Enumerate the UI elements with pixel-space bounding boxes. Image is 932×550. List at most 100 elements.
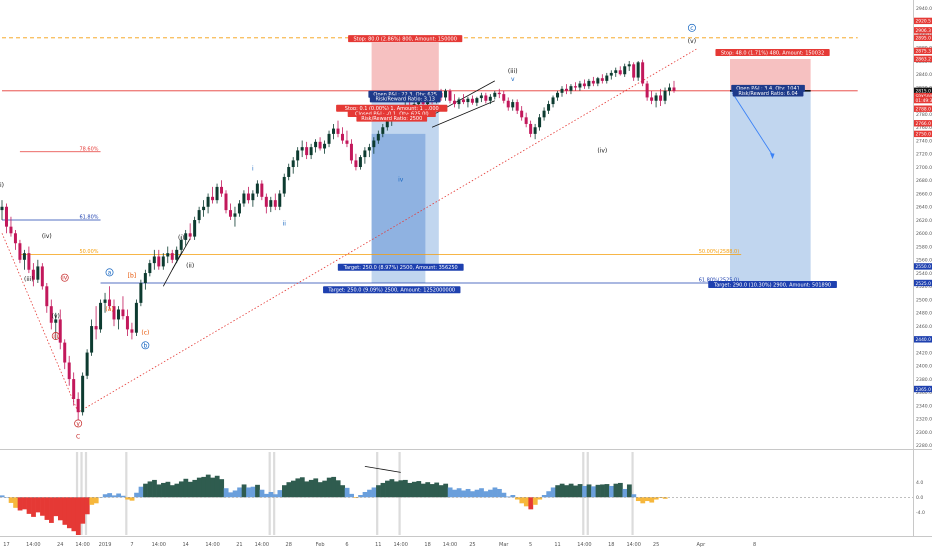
candle <box>45 282 49 313</box>
x-tick-label: 14:00 <box>394 542 408 548</box>
candle-body <box>605 75 609 81</box>
y-tick-label: 2580.0 <box>916 244 932 250</box>
candle <box>81 372 85 416</box>
candle <box>90 319 94 356</box>
x-tick-label: 14:00 <box>443 542 457 548</box>
candle <box>578 80 582 91</box>
candle <box>233 206 237 227</box>
candle <box>206 193 210 214</box>
wave-label: (a) <box>105 306 113 313</box>
x-tick-label: 14:00 <box>26 542 40 548</box>
price-tag: 2550.0 <box>914 263 932 270</box>
osc-bar <box>147 481 153 498</box>
candle-body <box>538 117 542 128</box>
wave-label: iii <box>53 333 58 340</box>
candle-body <box>179 239 183 250</box>
candle-body <box>197 210 201 221</box>
candle-body <box>157 256 161 267</box>
price-tag-box <box>914 120 932 127</box>
candle <box>623 63 627 77</box>
candle <box>354 153 358 171</box>
osc-bar <box>555 485 561 498</box>
price-tag: 2365.0 <box>914 385 932 393</box>
osc-bar <box>201 476 207 498</box>
candle-body <box>618 70 622 75</box>
osc-bar <box>58 497 63 521</box>
osc-bar <box>447 487 453 498</box>
candle-body <box>18 243 22 260</box>
osc-bar <box>196 477 202 498</box>
candle <box>502 90 506 104</box>
candle-body <box>202 206 206 211</box>
candle <box>251 190 255 207</box>
candle-body <box>90 326 94 353</box>
x-tick-label: 14:00 <box>577 542 591 548</box>
y-tick-label: 2720.0 <box>916 152 932 158</box>
candle-body <box>506 100 510 108</box>
candle <box>596 76 600 87</box>
candle-body <box>224 193 228 211</box>
wave-label-circle <box>105 268 114 277</box>
candle-body <box>663 90 667 101</box>
candle-body <box>291 160 295 168</box>
candle-body <box>184 233 188 240</box>
candle-body <box>578 83 582 88</box>
osc-bar <box>44 497 50 520</box>
osc-tick-label: -4.0 <box>916 510 925 516</box>
candle-body <box>372 140 376 148</box>
candle <box>13 229 17 250</box>
price-tag-label: 2895.0 <box>916 36 932 42</box>
osc-tick-label: 0.0 <box>916 495 923 501</box>
osc-highlight <box>84 452 88 535</box>
candle-body <box>54 319 58 323</box>
candle-body <box>627 64 631 67</box>
y-tick-label: 2400.0 <box>916 364 932 370</box>
position-label-text: Risk/Reward Ratio: 6.04 <box>738 91 798 97</box>
wave-label: (iii) <box>508 68 518 75</box>
position-label-text: Risk/Reward Ratio: 3.13 <box>375 97 435 103</box>
candle-body <box>596 78 600 84</box>
price-tag: 2750.0 <box>914 130 932 138</box>
x-tick-label: 14:00 <box>205 542 219 548</box>
wave-label-circle <box>74 419 83 428</box>
osc-bar <box>662 497 668 499</box>
y-tick-label: 2640.0 <box>916 205 932 211</box>
y-tick-label: 2760.0 <box>916 125 932 131</box>
position-label-target: Target: 250.0 (8.97%) 2500, Amount: 3562… <box>337 263 464 271</box>
candle <box>340 127 344 144</box>
candle <box>72 372 76 406</box>
position-label-stop: Stop: 48.0 (1.71%) 480, Amount: 150032 <box>715 49 830 56</box>
candle-body <box>273 200 277 207</box>
x-tick-label: 14:00 <box>255 542 269 548</box>
osc-bar <box>286 482 292 498</box>
candle-body <box>246 193 250 201</box>
candle-body <box>287 167 291 177</box>
candle-body <box>358 157 362 168</box>
candle-body <box>520 110 524 118</box>
osc-bar <box>559 483 565 498</box>
x-tick-label: 24 <box>57 542 63 548</box>
candle <box>58 309 62 350</box>
candle-body <box>242 193 246 204</box>
candle <box>220 180 224 197</box>
price-tag: 2525.0 <box>914 279 932 287</box>
osc-bar <box>658 497 664 499</box>
position-label-text: Target: 250.0 (8.97%) 2500, Amount: 3562… <box>343 265 458 271</box>
candle-body <box>363 150 367 158</box>
candle <box>85 349 89 380</box>
candle-body <box>488 96 492 101</box>
candle <box>36 259 40 283</box>
candle <box>309 143 313 160</box>
candle <box>63 339 67 370</box>
candle <box>282 173 286 197</box>
position-label-text: Stop: 0.1 (0.00%) 1, Amount: 1 ...000 <box>345 106 439 112</box>
y-tick-label: 2300.0 <box>916 430 932 436</box>
osc-bar <box>340 485 346 498</box>
osc-bar <box>349 493 354 498</box>
candle <box>157 249 161 270</box>
wave-label: [b] <box>128 273 137 280</box>
candle-body <box>332 128 336 134</box>
price-tag-label: 2875.3 <box>916 49 932 55</box>
candle <box>121 296 125 320</box>
